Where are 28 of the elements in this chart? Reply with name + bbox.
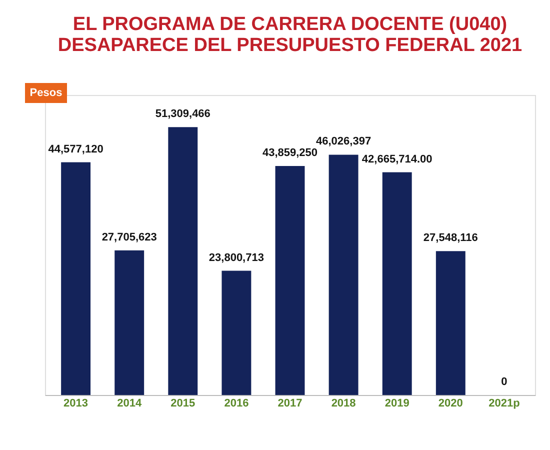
bar xyxy=(61,162,91,395)
x-tick-label: 2013 xyxy=(64,398,88,410)
x-tick-label: 2017 xyxy=(278,398,302,410)
data-label: 44,577,120 xyxy=(48,143,104,156)
bar xyxy=(328,154,358,395)
bar xyxy=(168,127,198,395)
data-label: 51,309,466 xyxy=(155,108,210,120)
data-label: 42,665,714.00 xyxy=(362,153,432,166)
data-label: 27,548,116 xyxy=(423,232,478,244)
bar xyxy=(114,250,144,395)
x-tick-label: 2019 xyxy=(384,398,410,410)
data-label: 43,859,250 xyxy=(262,147,318,160)
x-tick-label: 2014 xyxy=(117,398,142,410)
chart-title: EL PROGRAMA DE CARRERA DOCENTE (U040) DESAPARECE DEL PRESUPUESTO FEDERAL 2021 xyxy=(58,14,523,56)
data-label: 23,800,713 xyxy=(208,252,264,264)
bar xyxy=(436,251,466,395)
data-label: 27,705,623 xyxy=(102,231,157,244)
x-tick-label: 2018 xyxy=(331,398,356,410)
bar xyxy=(275,166,305,395)
x-tick-label: 2020 xyxy=(438,398,463,410)
data-label: 46,026,397 xyxy=(316,136,372,148)
bar xyxy=(382,172,412,395)
bar xyxy=(222,270,252,395)
x-tick-label: 2021p xyxy=(488,398,520,410)
y-axis-title: Pesos xyxy=(30,87,62,99)
data-label: 0 xyxy=(501,376,508,388)
x-tick-label: 2015 xyxy=(170,398,196,410)
x-tick-label: 2016 xyxy=(224,398,249,410)
